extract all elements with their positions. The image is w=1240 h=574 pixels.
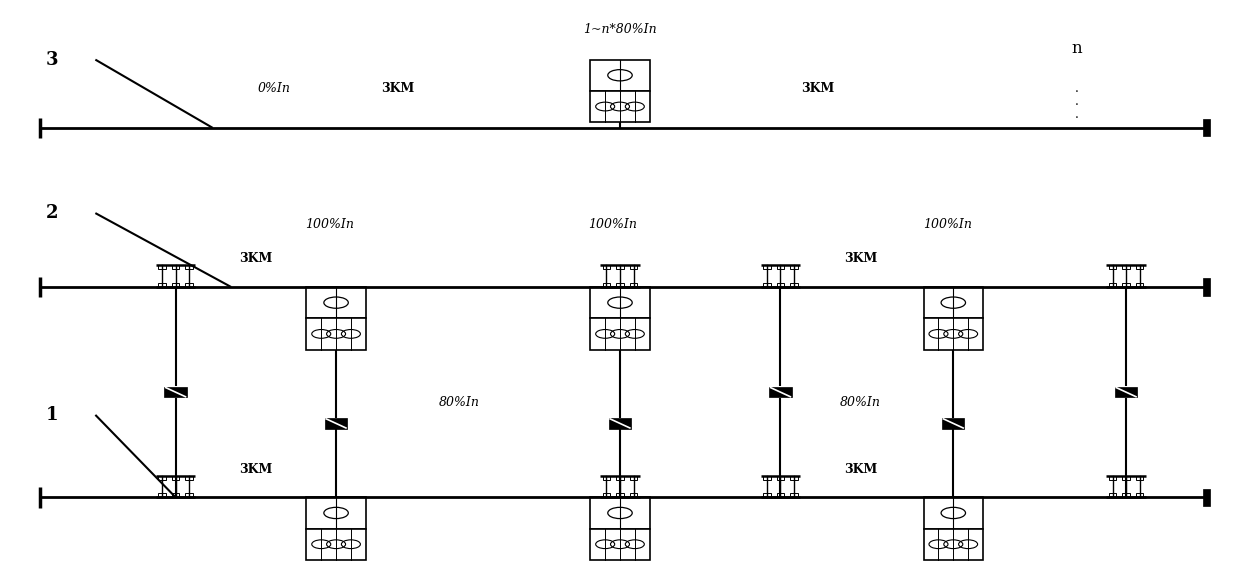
Bar (1203, 278, 1210, 296)
Bar (1203, 489, 1210, 506)
Bar (165, 387, 187, 397)
Bar (590, 60, 650, 91)
Bar (172, 265, 180, 269)
Bar (1136, 283, 1143, 287)
Bar (924, 497, 983, 529)
Text: 80%In: 80%In (841, 396, 882, 409)
Bar (1203, 119, 1210, 137)
Bar (942, 418, 965, 429)
Text: 100%In: 100%In (588, 218, 637, 231)
Bar (790, 283, 797, 287)
Bar (306, 497, 366, 529)
Text: 2: 2 (46, 204, 58, 222)
Text: 100%In: 100%In (923, 218, 972, 231)
Bar (603, 493, 610, 497)
Bar (776, 476, 784, 480)
Bar (1122, 283, 1130, 287)
Bar (776, 493, 784, 497)
Text: 3KM: 3KM (239, 253, 273, 265)
Bar (630, 283, 637, 287)
Bar (186, 493, 193, 497)
Bar (1109, 283, 1116, 287)
Bar (630, 493, 637, 497)
Bar (924, 287, 983, 318)
Bar (616, 283, 624, 287)
Bar (1136, 476, 1143, 480)
Bar (1122, 476, 1130, 480)
Bar (1109, 476, 1116, 480)
Bar (325, 418, 347, 429)
Bar (1109, 265, 1116, 269)
Bar (159, 265, 166, 269)
Text: 3KM: 3KM (239, 463, 273, 476)
Bar (924, 529, 983, 560)
Bar (924, 318, 983, 350)
Bar (306, 529, 366, 560)
Text: 3KM: 3KM (844, 253, 878, 265)
Bar (776, 265, 784, 269)
Bar (790, 493, 797, 497)
Bar (590, 497, 650, 529)
Bar (630, 265, 637, 269)
Bar (763, 476, 770, 480)
Text: 0%In: 0%In (258, 82, 291, 95)
Bar (1136, 493, 1143, 497)
Bar (763, 265, 770, 269)
Bar (172, 283, 180, 287)
Bar (776, 283, 784, 287)
Bar (603, 476, 610, 480)
Bar (1136, 265, 1143, 269)
Bar (763, 493, 770, 497)
Bar (172, 493, 180, 497)
Bar (159, 283, 166, 287)
Bar (590, 318, 650, 350)
Text: 1~n*80%In: 1~n*80%In (583, 23, 657, 36)
Bar (616, 476, 624, 480)
Bar (603, 283, 610, 287)
Bar (590, 91, 650, 122)
Bar (763, 283, 770, 287)
Bar (1109, 493, 1116, 497)
Bar (1122, 265, 1130, 269)
Text: 3KM: 3KM (844, 463, 878, 476)
Bar (616, 493, 624, 497)
Bar (186, 265, 193, 269)
Bar (1115, 387, 1137, 397)
Text: 3KM: 3KM (801, 82, 835, 95)
Bar (306, 287, 366, 318)
Bar (159, 476, 166, 480)
Bar (590, 287, 650, 318)
Text: 1: 1 (46, 406, 58, 424)
Bar (609, 418, 631, 429)
Bar (790, 476, 797, 480)
Text: 80%In: 80%In (439, 396, 480, 409)
Bar (616, 265, 624, 269)
Bar (790, 265, 797, 269)
Text: n: n (1071, 40, 1083, 57)
Bar (306, 318, 366, 350)
Bar (630, 476, 637, 480)
Bar (186, 476, 193, 480)
Text: .
.
.: . . . (1075, 82, 1079, 121)
Text: 3: 3 (46, 51, 58, 69)
Bar (769, 387, 791, 397)
Bar (172, 476, 180, 480)
Text: 100%In: 100%In (305, 218, 355, 231)
Bar (1122, 493, 1130, 497)
Bar (159, 493, 166, 497)
Bar (603, 265, 610, 269)
Text: 3KM: 3KM (381, 82, 414, 95)
Bar (186, 283, 193, 287)
Bar (590, 529, 650, 560)
